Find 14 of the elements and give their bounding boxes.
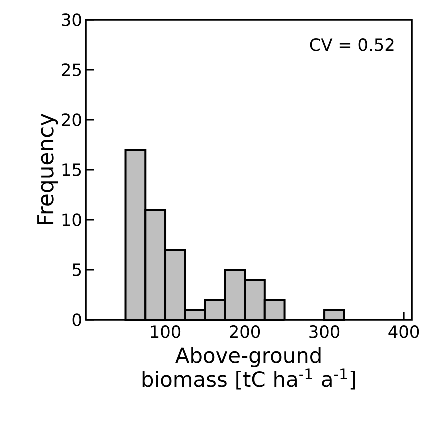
annotation: CV = 0.52	[310, 38, 394, 52]
y-axis-title: Frequency	[38, 114, 58, 224]
y-tick-label: 10	[62, 214, 82, 226]
x-axis-title: Above-ground biomass [tC ha$^{-1}$ a$^{-1}$]	[142, 347, 356, 390]
y-tick-label: 5	[73, 264, 82, 276]
x-tick-label: 100	[151, 326, 181, 338]
y-tick-label: 15	[62, 164, 81, 176]
y-tick-label: 0	[72, 314, 82, 326]
y-tick-label: 25	[62, 64, 81, 76]
y-tick-label: 30	[62, 14, 82, 26]
x-tick-label: 200	[230, 326, 260, 338]
y-tick-label: 20	[62, 114, 82, 126]
x-tick-label: 300	[310, 326, 340, 338]
x-tick-label: 400	[388, 326, 420, 338]
